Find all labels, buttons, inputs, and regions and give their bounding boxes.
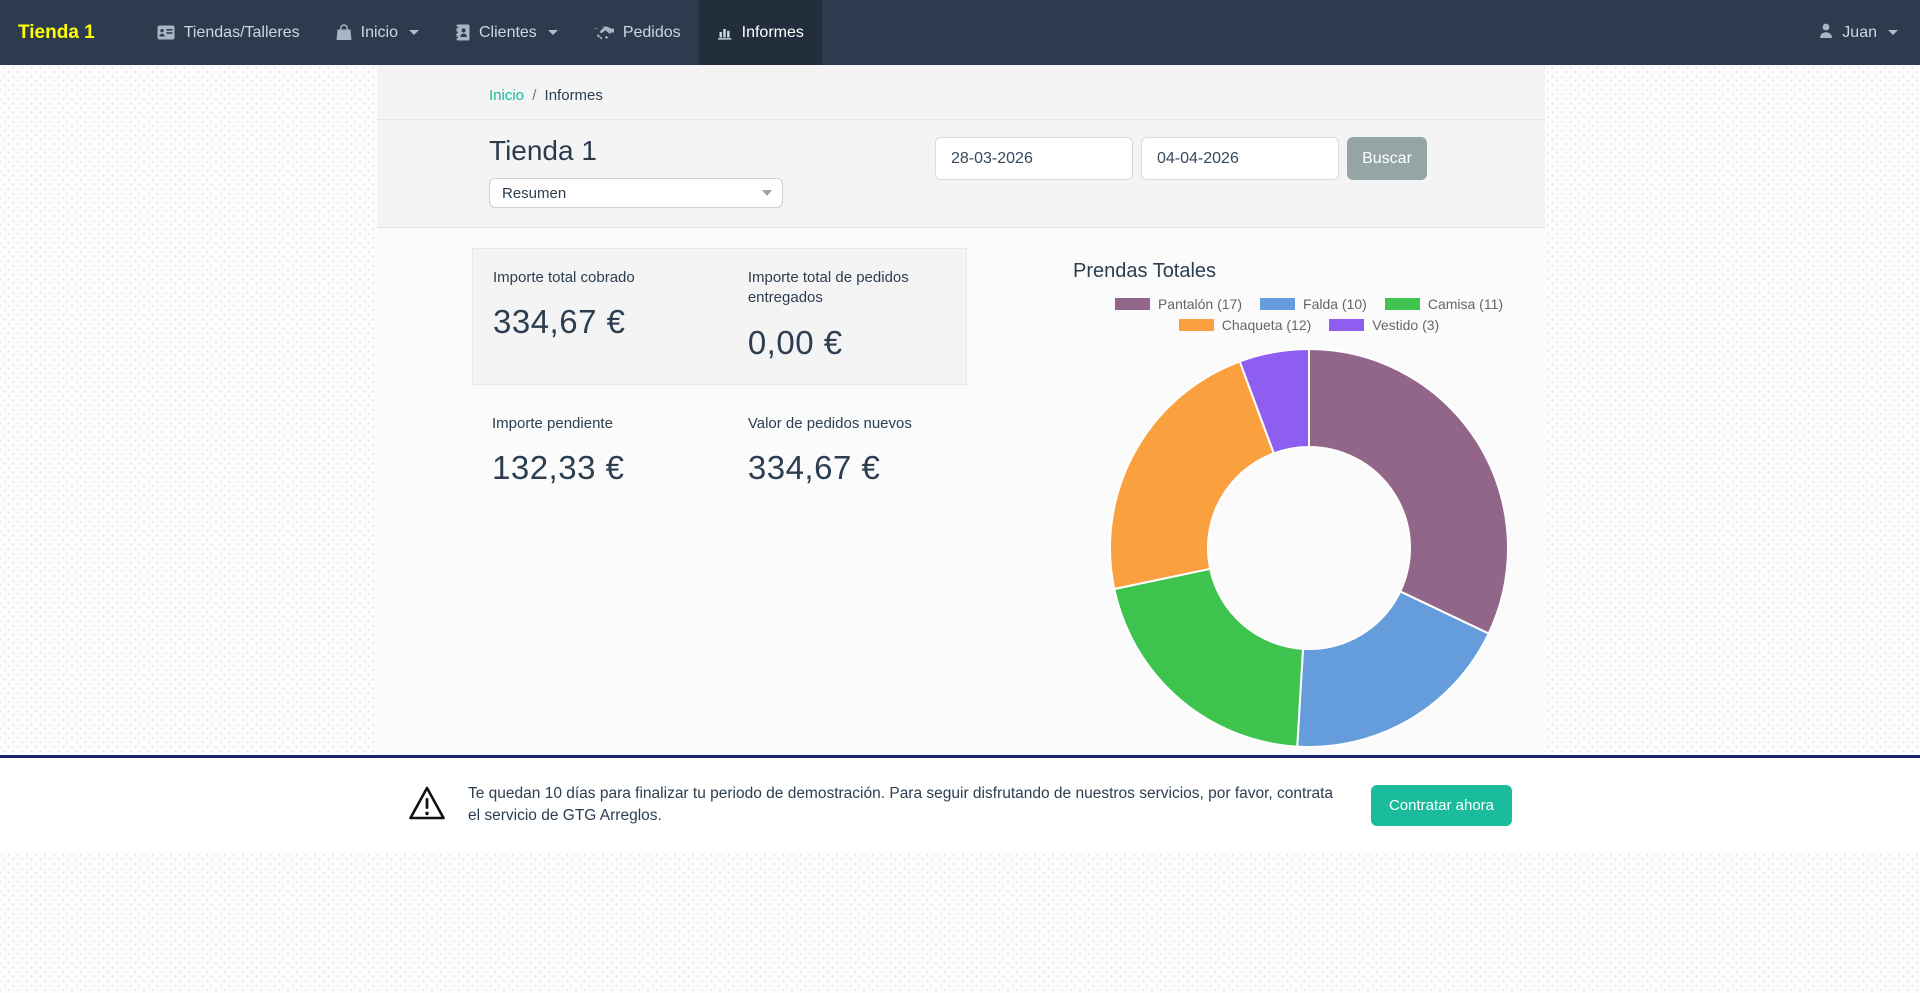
legend-item-falda[interactable]: Falda (10) — [1260, 296, 1367, 312]
legend-swatch — [1385, 298, 1420, 310]
user-menu[interactable]: Juan — [1797, 0, 1920, 65]
donut-chart — [1107, 346, 1511, 750]
navbar-spacer — [822, 0, 1797, 65]
legend-item-camisa[interactable]: Camisa (11) — [1385, 296, 1503, 312]
nav-item-inicio[interactable]: Inicio — [318, 0, 437, 65]
donut-segment-pantalón[interactable] — [1309, 349, 1508, 634]
nav-item-pedidos[interactable]: Pedidos — [576, 0, 699, 65]
stat-value: 132,33 € — [492, 449, 706, 487]
user-icon — [1819, 23, 1833, 43]
legend-swatch — [1179, 319, 1214, 331]
stats-secondary-row: Importe pendiente 132,33 € Valor de pedi… — [472, 395, 967, 509]
date-to-input[interactable] — [1141, 137, 1339, 180]
nav-item-tiendas-talleres[interactable]: Tiendas/Talleres — [139, 0, 318, 65]
stat-value: 0,00 € — [748, 324, 944, 362]
chevron-down-icon — [1888, 30, 1898, 35]
legend-label: Pantalón (17) — [1158, 296, 1242, 312]
legend-item-vestido[interactable]: Vestido (3) — [1329, 317, 1439, 333]
stat-label: Valor de pedidos nuevos — [748, 414, 945, 434]
handshake-icon — [594, 26, 614, 40]
stat-label: Importe total cobrado — [493, 268, 706, 288]
legend-label: Chaqueta (12) — [1222, 317, 1312, 333]
legend-swatch — [1115, 298, 1150, 310]
nav-item-clientes[interactable]: Clientes — [437, 0, 576, 65]
bar-chart-icon — [717, 25, 733, 40]
legend-label: Camisa (11) — [1428, 296, 1503, 312]
chevron-down-icon — [548, 30, 558, 35]
main-nav: Tiendas/Talleres Inicio Clientes Pedidos — [139, 0, 822, 65]
chart-section: Prendas Totales Pantalón (17) Falda (10) C… — [1073, 248, 1545, 750]
nav-label: Clientes — [479, 24, 537, 42]
user-name: Juan — [1842, 24, 1877, 42]
top-navbar: Tienda 1 Tiendas/Talleres Inicio Cliente… — [0, 0, 1920, 65]
stat-value: 334,67 € — [493, 303, 706, 341]
legend-swatch — [1329, 319, 1364, 331]
title-block: Tienda 1 Resumen — [489, 135, 783, 208]
contract-now-button[interactable]: Contratar ahora — [1371, 785, 1512, 826]
trial-message: Te quedan 10 días para finalizar tu peri… — [468, 783, 1349, 828]
stat-value: 334,67 € — [748, 449, 945, 487]
warning-icon — [408, 785, 446, 826]
legend-item-pantalón[interactable]: Pantalón (17) — [1115, 296, 1242, 312]
nav-label: Pedidos — [623, 24, 681, 42]
breadcrumb-separator: / — [532, 87, 536, 104]
chevron-down-icon — [409, 30, 419, 35]
content-panel: Inicio / Informes Tienda 1 Resumen — [377, 65, 1545, 755]
stat-total-entregados: Importe total de pedidos entregados 0,00… — [728, 249, 966, 384]
breadcrumb-current: Informes — [545, 87, 603, 104]
breadcrumb: Inicio / Informes — [489, 87, 1427, 104]
stats-section: Importe total cobrado 334,67 € Importe t… — [472, 248, 967, 750]
trial-footer: Te quedan 10 días para finalizar tu peri… — [0, 755, 1920, 852]
report-type-select[interactable]: Resumen — [489, 178, 783, 208]
brand-label: Tienda 1 — [18, 22, 95, 44]
date-filter: Buscar — [935, 137, 1427, 180]
stats-highlight-box: Importe total cobrado 334,67 € Importe t… — [472, 248, 967, 385]
nav-label: Inicio — [361, 24, 398, 42]
breadcrumb-home-link[interactable]: Inicio — [489, 87, 524, 104]
chart-title: Prendas Totales — [1073, 260, 1545, 283]
chart-legend: Pantalón (17) Falda (10) Camisa (11) Chaque… — [1073, 296, 1545, 333]
search-button[interactable]: Buscar — [1347, 137, 1427, 180]
id-card-icon — [157, 25, 175, 40]
legend-label: Falda (10) — [1303, 296, 1367, 312]
nav-label: Tiendas/Talleres — [184, 24, 300, 42]
stat-pedidos-nuevos: Valor de pedidos nuevos 334,67 € — [728, 395, 967, 509]
legend-swatch — [1260, 298, 1295, 310]
donut-segment-camisa[interactable] — [1114, 569, 1303, 747]
donut-segment-chaqueta[interactable] — [1110, 361, 1274, 589]
nav-item-informes[interactable]: Informes — [699, 0, 822, 65]
legend-label: Vestido (3) — [1372, 317, 1439, 333]
stat-total-cobrado: Importe total cobrado 334,67 € — [473, 249, 728, 384]
date-from-input[interactable] — [935, 137, 1133, 180]
main-area: Inicio / Informes Tienda 1 Resumen — [0, 65, 1920, 755]
page-title: Tienda 1 — [489, 135, 783, 167]
brand-link[interactable]: Tienda 1 — [0, 0, 113, 65]
stat-pendiente: Importe pendiente 132,33 € — [472, 395, 728, 509]
shopping-bag-icon — [336, 24, 352, 41]
address-book-icon — [455, 24, 470, 41]
nav-label: Informes — [742, 24, 804, 42]
report-content: Importe total cobrado 334,67 € Importe t… — [377, 228, 1545, 750]
legend-item-chaqueta[interactable]: Chaqueta (12) — [1179, 317, 1312, 333]
stat-label: Importe total de pedidos entregados — [748, 268, 944, 309]
stat-label: Importe pendiente — [492, 414, 706, 434]
report-toolbar: Inicio / Informes Tienda 1 Resumen — [377, 65, 1545, 228]
